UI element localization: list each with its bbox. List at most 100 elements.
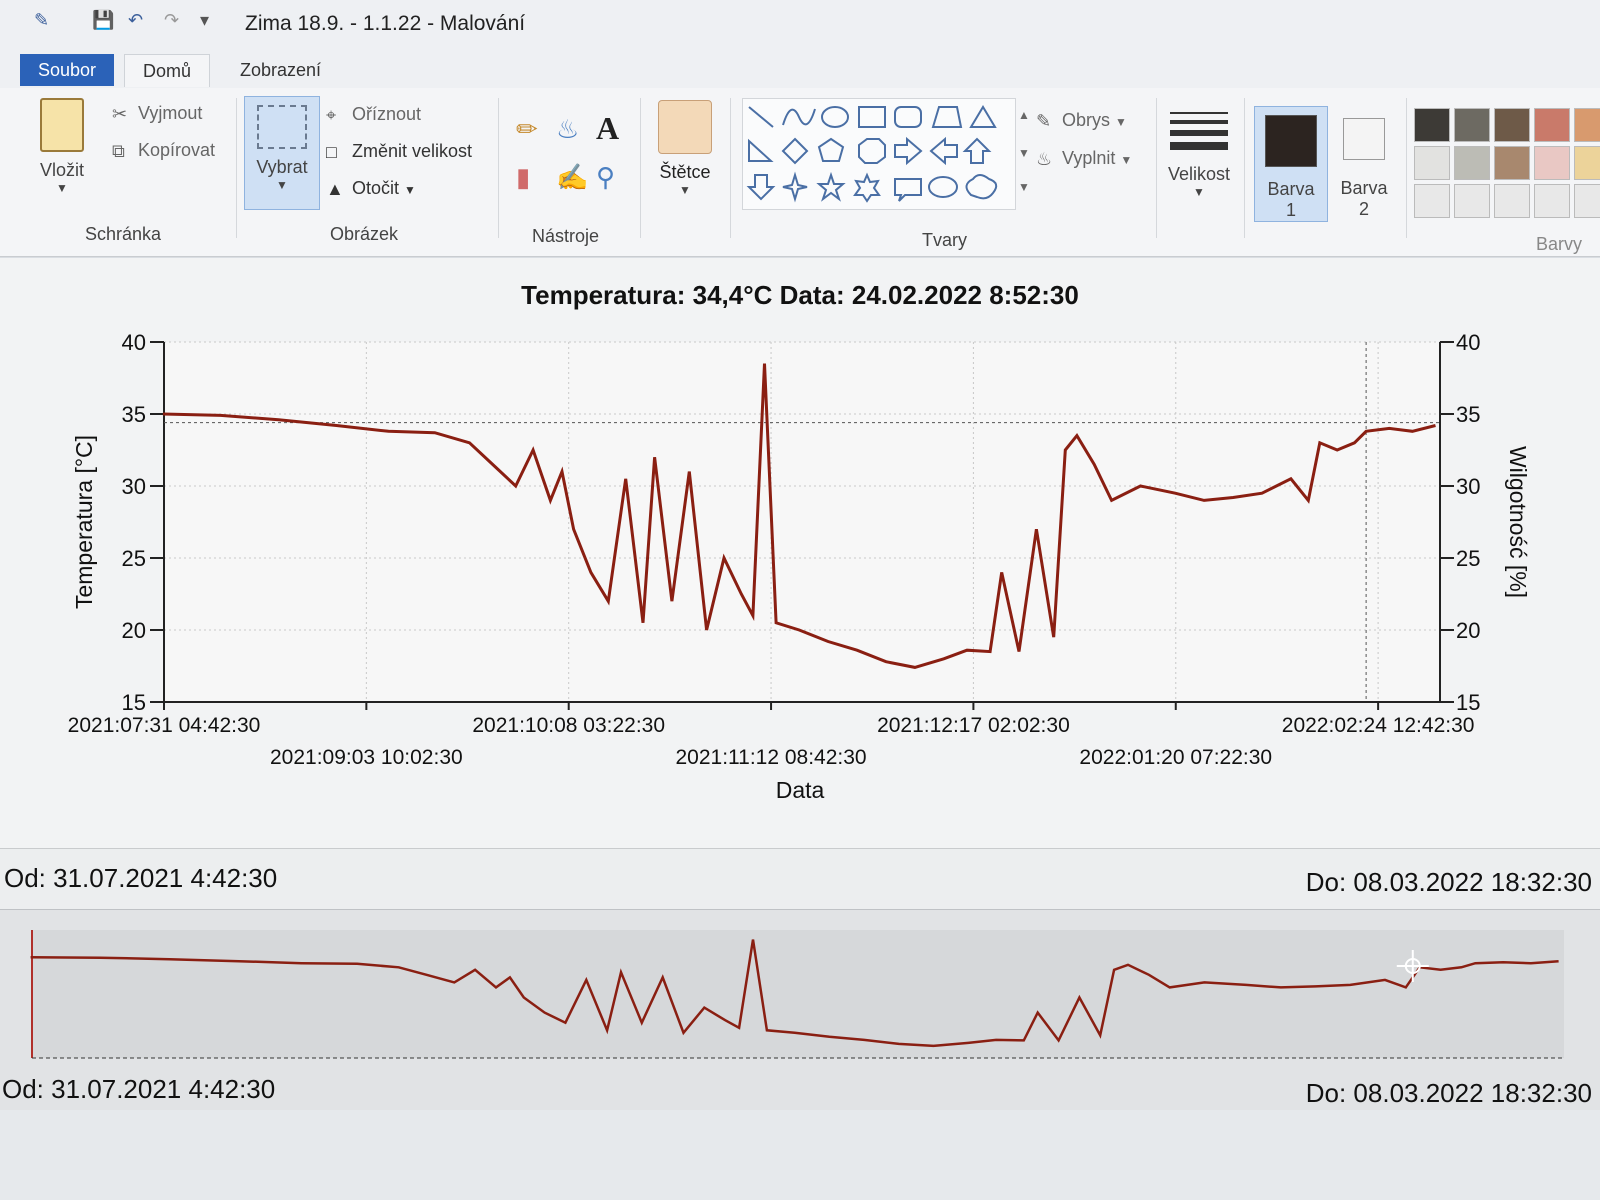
paint-canvas[interactable]: Temperatura: 34,4°C Data: 24.02.2022 8:5… <box>0 258 1600 1200</box>
color2-label: Barva <box>1340 178 1388 198</box>
chevron-down-icon: ▼ <box>404 183 416 197</box>
palette-swatch[interactable] <box>1414 108 1450 142</box>
palette-swatch[interactable] <box>1494 184 1530 218</box>
x-axis-label: Data <box>776 777 825 803</box>
shapes-gallery[interactable] <box>742 98 1016 210</box>
color1-button[interactable]: Barva 1 <box>1254 106 1328 222</box>
title-bar: ✎ 💾 ↶ ↷ ▾ Zima 18.9. - 1.1.22 - Malování <box>0 0 1600 49</box>
chevron-down-icon: ▼ <box>1193 185 1205 199</box>
outline-button[interactable]: ✎ Obrys ▼ <box>1036 110 1127 131</box>
paint-app-icon[interactable]: ✎ <box>34 10 50 30</box>
text-icon[interactable]: A <box>596 110 620 146</box>
shapes-gallery-icons <box>746 105 998 203</box>
undo-icon[interactable]: ↶ <box>128 10 144 30</box>
overview-series-line <box>30 939 1559 1048</box>
color1-label: Barva <box>1267 179 1315 199</box>
overview-plot-area <box>32 930 1564 1058</box>
palette-swatch[interactable] <box>1414 146 1450 180</box>
range-from-label: Od: 31.07.2021 4:42:30 <box>4 863 278 893</box>
tab-file[interactable]: Soubor <box>20 54 115 86</box>
outline-icon: ✎ <box>1036 111 1052 132</box>
y-axis-label: Temperatura [°C] <box>71 435 97 609</box>
color1-swatch <box>1265 115 1317 167</box>
color-picker-icon[interactable]: ✍ <box>556 162 589 192</box>
chart-panel: Temperatura: 34,4°C Data: 24.02.2022 8:5… <box>0 258 1600 848</box>
y2-tick-label: 20 <box>1456 618 1480 643</box>
overview-panel[interactable]: Od: 31.07.2021 4:42:30 Do: 08.03.2022 18… <box>0 910 1600 1110</box>
palette-swatch[interactable] <box>1534 146 1570 180</box>
divider <box>498 98 499 238</box>
cut-button[interactable]: ✂ Vyjmout <box>112 103 202 124</box>
y2-tick-label: 15 <box>1456 690 1480 715</box>
resize-button[interactable]: □ Změnit velikost <box>326 141 472 162</box>
rotate-button[interactable]: ▲ Otočit ▼ <box>326 178 416 199</box>
divider <box>1406 98 1407 238</box>
temperature-series-line <box>162 363 1436 669</box>
palette-swatch[interactable] <box>1574 108 1600 142</box>
brush-icon <box>658 100 712 154</box>
plot-area <box>164 342 1440 702</box>
paste-button[interactable]: Vložit ▼ <box>30 98 94 195</box>
size-button[interactable]: Velikost ▼ <box>1164 112 1234 199</box>
crop-icon: ⌖ <box>326 105 337 126</box>
redo-icon[interactable]: ↷ <box>164 10 180 30</box>
outline-label: Obrys <box>1062 110 1111 130</box>
shapes-scroll-down-icon[interactable]: ▼ <box>1018 146 1030 160</box>
magnifier-icon[interactable]: ⚲ <box>596 162 616 192</box>
y-tick-label: 35 <box>122 402 146 427</box>
chevron-down-icon: ▼ <box>679 183 691 197</box>
x-tick-label: 2022:02:24 12:42:30 <box>1282 714 1475 737</box>
copy-button[interactable]: ⧉ Kopírovat <box>112 140 215 161</box>
palette-swatch[interactable] <box>1574 184 1600 218</box>
x-tick-label: 2021:11:12 08:42:30 <box>675 746 866 769</box>
color1-number: 1 <box>1285 200 1296 220</box>
rotate-label: Otočit <box>352 178 400 198</box>
y2-tick-label: 25 <box>1456 546 1480 571</box>
color2-number: 2 <box>1358 199 1369 219</box>
range-info-band: Od: 31.07.2021 4:42:30 Do: 08.03.2022 18… <box>0 848 1600 911</box>
divider <box>640 98 641 238</box>
y-tick-label: 25 <box>122 546 146 571</box>
palette-swatch[interactable] <box>1454 146 1490 180</box>
eraser-icon[interactable]: ▮ <box>516 162 531 192</box>
x-tick-label: 2022:01:20 07:22:30 <box>1079 746 1272 769</box>
crop-button[interactable]: ⌖ Oříznout <box>326 104 421 125</box>
fill-icon: ♨ <box>1036 149 1053 170</box>
palette-swatch[interactable] <box>1534 184 1570 218</box>
tab-view[interactable]: Zobrazení <box>240 60 322 80</box>
palette-swatch[interactable] <box>1494 108 1530 142</box>
chevron-down-icon: ▼ <box>1120 153 1133 167</box>
palette-swatch[interactable] <box>1494 146 1530 180</box>
palette-swatch[interactable] <box>1534 108 1570 142</box>
shapes-scroll-up-icon[interactable]: ▲ <box>1018 108 1030 122</box>
overview-from-label: Od: 31.07.2021 4:42:30 <box>2 1074 276 1104</box>
fill-label: Vyplnit <box>1062 148 1116 168</box>
x-tick-label: 2021:10:08 03:22:30 <box>472 714 665 737</box>
color2-button[interactable]: Barva 2 <box>1328 106 1400 220</box>
select-button[interactable]: Vybrat ▼ <box>244 96 320 210</box>
divider <box>1244 98 1245 238</box>
palette-swatch[interactable] <box>1454 184 1490 218</box>
pencil-icon[interactable]: ✏ <box>516 114 538 144</box>
group-colors-label: Barvy <box>1536 234 1583 254</box>
fill-button[interactable]: ♨ Vyplnit ▼ <box>1036 148 1132 169</box>
y-tick-label: 20 <box>122 618 146 643</box>
y-tick-label: 30 <box>122 474 146 499</box>
clipboard-icon <box>40 98 84 152</box>
crop-label: Oříznout <box>352 104 422 124</box>
palette-swatch[interactable] <box>1574 146 1600 180</box>
chevron-down-icon: ▼ <box>1115 115 1127 129</box>
palette-swatch[interactable] <box>1454 108 1490 142</box>
save-icon[interactable]: 💾 <box>92 10 115 30</box>
brushes-button[interactable]: Štětce ▼ <box>652 100 718 197</box>
x-tick-label: 2021:12:17 02:02:30 <box>877 714 1070 737</box>
tab-home[interactable]: Domů <box>124 54 211 87</box>
quick-access-dropdown-icon[interactable]: ▾ <box>200 10 210 30</box>
fill-bucket-icon[interactable]: ♨ <box>556 114 580 144</box>
shapes-more-icon[interactable]: ▼ <box>1018 180 1030 194</box>
overview-chart[interactable] <box>0 910 1600 1080</box>
divider <box>236 98 237 238</box>
divider <box>1156 98 1157 238</box>
y2-tick-label: 30 <box>1456 474 1480 499</box>
palette-swatch[interactable] <box>1414 184 1450 218</box>
